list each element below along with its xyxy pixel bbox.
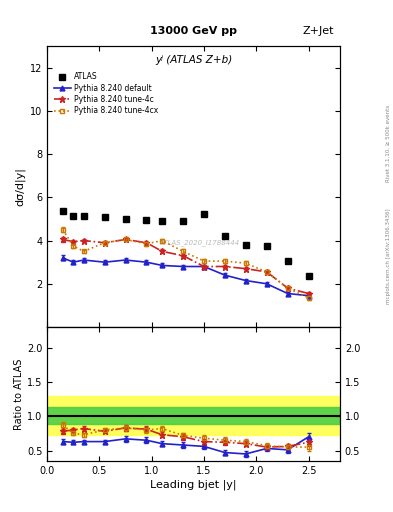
Text: mcplots.cern.ch [arXiv:1306.3436]: mcplots.cern.ch [arXiv:1306.3436] (386, 208, 391, 304)
Y-axis label: dσ/d|y|: dσ/d|y| (15, 167, 26, 206)
Text: Rivet 3.1.10, ≥ 500k events: Rivet 3.1.10, ≥ 500k events (386, 105, 391, 182)
Legend: ATLAS, Pythia 8.240 default, Pythia 8.240 tune-4c, Pythia 8.240 tune-4cx: ATLAS, Pythia 8.240 default, Pythia 8.24… (54, 72, 158, 115)
Text: Z+Jet: Z+Jet (303, 26, 334, 36)
X-axis label: Leading bjet |y|: Leading bjet |y| (150, 480, 237, 490)
Text: yʲ (ATLAS Z+b): yʲ (ATLAS Z+b) (155, 54, 232, 65)
Y-axis label: Ratio to ATLAS: Ratio to ATLAS (14, 358, 24, 430)
Text: ATLAS_2020_I1788444: ATLAS_2020_I1788444 (159, 240, 239, 246)
Text: 13000 GeV pp: 13000 GeV pp (150, 26, 237, 36)
